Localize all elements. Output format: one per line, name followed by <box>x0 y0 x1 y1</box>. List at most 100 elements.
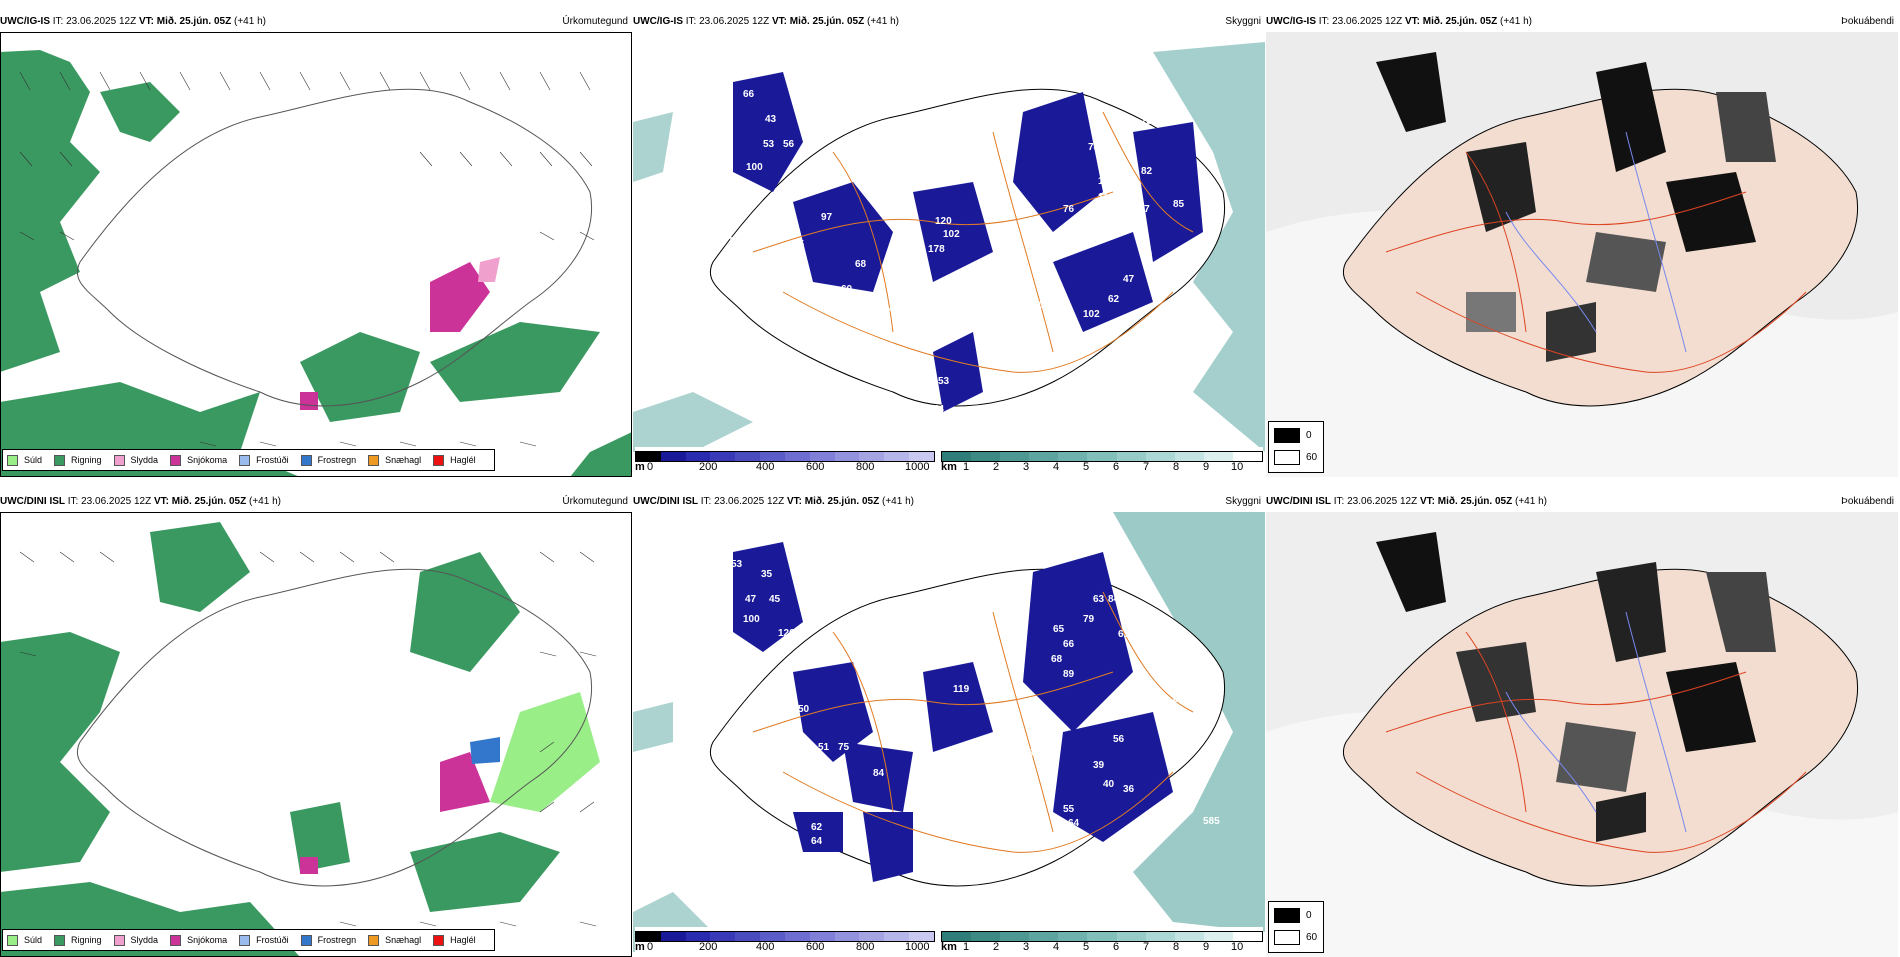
tick-label: 1 <box>963 461 970 473</box>
tick-label: 0 <box>647 461 654 473</box>
ceiling-value: 96 <box>1023 286 1035 297</box>
ceiling-value: 97 <box>821 212 833 223</box>
lead-time: (+41 h) <box>249 496 281 507</box>
vt-label: VT: <box>1419 496 1435 507</box>
tick-label: 600 <box>806 461 825 473</box>
ceiling-value: 100 <box>743 614 760 625</box>
ceiling-value: 137 <box>1133 204 1150 215</box>
fog-panel-row1: UWC/IG-IS IT: 23.06.2025 12Z VT: Mið. 25… <box>1266 12 1898 477</box>
panel-header: UWC/IG-IS IT: 23.06.2025 12Z VT: Mið. 25… <box>1266 12 1898 32</box>
legend-item-sudl: Súld <box>7 454 43 466</box>
tick-label: 9 <box>1203 941 1210 953</box>
vt-value: Mið. 25.jún. 05Z <box>789 16 865 27</box>
ceiling-value: 102 <box>943 229 960 240</box>
swatch <box>113 454 125 466</box>
ceiling-value: 65 <box>793 239 805 250</box>
swatch <box>368 934 380 946</box>
ceiling-value: 46 <box>845 826 857 837</box>
legend-item-snaehagl: Snæhagl <box>368 454 421 466</box>
legend-item-hagl: Haglél <box>433 934 476 946</box>
ceiling-value: 51 <box>818 742 830 753</box>
fog-legend-high: 60 <box>1274 930 1317 945</box>
panel-header: UWC/DINI ISL IT: 23.06.2025 12Z VT: Mið.… <box>633 492 1265 512</box>
fog-map-graphic <box>1266 512 1898 957</box>
lead-time: (+41 h) <box>1515 496 1547 507</box>
tick-label: 800 <box>856 941 875 953</box>
ceiling-value: 84 <box>873 768 885 779</box>
ceiling-map: 53 35 47 45 100 126 50 75 51 84 62 46 64… <box>633 512 1265 957</box>
panel-title: Þokuábendi <box>1841 496 1894 507</box>
ceiling-value: 66 <box>743 89 755 100</box>
ceiling-value: 75 <box>838 742 850 753</box>
model-name: UWC/IG-IS <box>0 16 50 27</box>
panel-header: UWC/IG-IS IT: 23.06.2025 12Z VT: Mið. 25… <box>633 12 1265 32</box>
fog-legend-low: 0 <box>1274 908 1312 923</box>
vt-value: Mið. 25.jún. 05Z <box>804 496 880 507</box>
elevation-unit: m <box>635 461 645 473</box>
ceiling-value: 31 <box>701 254 713 265</box>
tick-label: 1000 <box>905 941 930 953</box>
ceiling-value: 58 <box>1153 664 1165 675</box>
swatch <box>54 454 66 466</box>
it-label: IT: <box>67 496 79 507</box>
tick-label: 3 <box>1023 941 1030 953</box>
swatch <box>7 934 18 946</box>
ceiling-value: 71 <box>978 664 990 675</box>
tick-label: 5 <box>1083 461 1090 473</box>
panel-header: UWC/DINI ISL IT: 23.06.2025 12Z VT: Mið.… <box>0 492 632 512</box>
tick-label: 1 <box>963 941 970 953</box>
ceiling-value: 85 <box>1173 199 1185 210</box>
ceiling-value: 94 <box>1098 162 1110 173</box>
ceiling-value: 47 <box>1123 274 1135 285</box>
legend-item-snjokoma: Snjókoma <box>170 934 227 946</box>
elevation-colorbar: m 0 200 400 600 800 1000 <box>635 447 935 475</box>
tick-label: 6 <box>1113 941 1120 953</box>
precip-panel-row2: UWC/DINI ISL IT: 23.06.2025 12Z VT: Mið.… <box>0 492 632 957</box>
precip-legend: Súld Rigning Slydda Snjókoma Frostúði Fr… <box>2 449 495 471</box>
tick-label: 9 <box>1203 461 1210 473</box>
ceiling-value: 56 <box>1113 734 1125 745</box>
ceiling-value: 81 <box>1173 694 1185 705</box>
ceiling-value: 60 <box>841 284 853 295</box>
swatch <box>7 454 18 466</box>
vt-label: VT: <box>153 496 169 507</box>
fog-legend-low: 0 <box>1274 428 1312 443</box>
legend-label: Slydda <box>130 935 159 945</box>
swatch <box>300 934 312 946</box>
ceiling-value: 76 <box>1063 204 1075 215</box>
ceiling-value: 105 <box>1098 176 1115 187</box>
model-name: UWC/DINI ISL <box>1266 496 1331 507</box>
legend-label: Súld <box>24 935 43 945</box>
fog-legend-high: 60 <box>1274 450 1317 465</box>
ceiling-value: 78 <box>1138 629 1150 640</box>
ceiling-value: 43 <box>765 114 777 125</box>
legend-item-sudl: Súld <box>7 934 43 946</box>
legend-label: Súld <box>24 455 43 465</box>
ceiling-value: 102 <box>1083 309 1100 320</box>
ceiling-panel-row1: UWC/IG-IS IT: 23.06.2025 12Z VT: Mið. 25… <box>633 12 1265 477</box>
precip-map: Súld Rigning Slydda Snjókoma Frostúði Fr… <box>0 512 632 957</box>
tick-label: 600 <box>806 941 825 953</box>
distance-colorbar: km 1 2 3 4 5 6 7 8 9 10 <box>941 927 1263 955</box>
ceiling-value: 68 <box>855 259 867 270</box>
tick-label: 1000 <box>905 461 930 473</box>
legend-label: Haglél <box>450 455 476 465</box>
swatch <box>433 934 445 946</box>
tick-label: 2 <box>993 941 1000 953</box>
ceiling-value: 45 <box>769 594 781 605</box>
ceiling-map: 66 43 53 56 100 195 65 65 97 68 60 94 84… <box>633 32 1265 477</box>
tick-label: 200 <box>699 461 718 473</box>
vt-label: VT: <box>1404 16 1420 27</box>
ceiling-values: 66 43 53 56 100 195 65 65 97 68 60 94 84… <box>701 89 1215 415</box>
swatch <box>170 934 182 946</box>
ceiling-value: 68 <box>1051 654 1063 665</box>
panel-header: UWC/DINI ISL IT: 23.06.2025 12Z VT: Mið.… <box>1266 492 1898 512</box>
ceiling-map-graphic: 53 35 47 45 100 126 50 75 51 84 62 46 64… <box>633 512 1265 952</box>
fog-legend: 0 60 <box>1268 421 1324 473</box>
ceiling-value: 39 <box>1093 760 1105 771</box>
ceiling-value: 131 <box>728 236 745 247</box>
ceiling-value: 62 <box>1123 132 1135 143</box>
fog-map: 0 60 <box>1266 512 1898 957</box>
swatch <box>239 454 251 466</box>
fog-panel-row2: UWC/DINI ISL IT: 23.06.2025 12Z VT: Mið.… <box>1266 492 1898 957</box>
